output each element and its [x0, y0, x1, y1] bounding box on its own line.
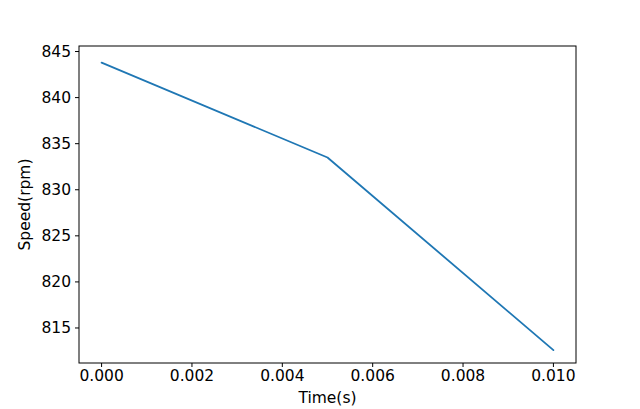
- plot-area: 0.000 0.002 0.004 0.006 0.008 0.010 815 820 825 8…: [41, 43, 576, 385]
- y-tick-label: 820: [41, 273, 71, 291]
- y-tick-label: 840: [41, 89, 71, 107]
- x-tick-label: 0.002: [170, 367, 214, 385]
- y-tick-label: 815: [41, 319, 71, 337]
- y-axis-label: Speed(rpm): [16, 159, 34, 251]
- x-tick-label: 0.000: [79, 367, 123, 385]
- x-tick-label: 0.008: [441, 367, 485, 385]
- x-tick-label: 0.010: [531, 367, 575, 385]
- plot-border: [79, 46, 576, 363]
- figure-canvas: 0.000 0.002 0.004 0.006 0.008 0.010 815 820 825 8…: [0, 0, 640, 409]
- y-tick-label: 845: [41, 43, 71, 61]
- speed-time-chart: 0.000 0.002 0.004 0.006 0.008 0.010 815 820 825 8…: [0, 0, 640, 409]
- y-tick-label: 825: [41, 227, 71, 245]
- series-line-speed-curve: [102, 63, 554, 351]
- y-tick-label: 835: [41, 135, 71, 153]
- x-tick-label: 0.006: [350, 367, 394, 385]
- x-axis-label: Time(s): [297, 389, 356, 407]
- y-tick-label: 830: [41, 181, 71, 199]
- x-tick-label: 0.004: [260, 367, 304, 385]
